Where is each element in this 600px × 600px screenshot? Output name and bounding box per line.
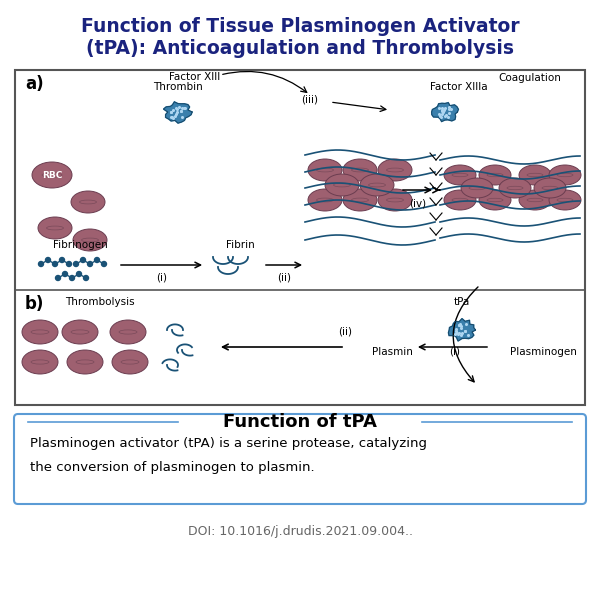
Text: Factor XIII: Factor XIII (169, 72, 221, 82)
Ellipse shape (22, 350, 58, 374)
Ellipse shape (112, 350, 148, 374)
Ellipse shape (549, 190, 581, 210)
Circle shape (53, 262, 58, 266)
Ellipse shape (308, 189, 342, 211)
Ellipse shape (444, 190, 476, 210)
Ellipse shape (67, 350, 103, 374)
Circle shape (77, 271, 82, 277)
Ellipse shape (325, 174, 359, 196)
Text: the conversion of plasminogen to plasmin.: the conversion of plasminogen to plasmin… (30, 461, 314, 473)
Text: (ii): (ii) (338, 327, 352, 337)
Text: (ii): (ii) (277, 273, 291, 283)
Text: Factor XIIIa: Factor XIIIa (430, 82, 488, 92)
Text: Fibrin: Fibrin (226, 240, 254, 250)
Circle shape (56, 275, 61, 280)
Circle shape (59, 257, 65, 263)
Text: a): a) (25, 75, 44, 93)
Circle shape (83, 275, 89, 280)
Polygon shape (431, 103, 458, 122)
Ellipse shape (71, 191, 105, 213)
Text: b): b) (25, 295, 44, 313)
Ellipse shape (110, 320, 146, 344)
Ellipse shape (479, 190, 511, 210)
Text: Plasminogen activator (tPA) is a serine protease, catalyzing: Plasminogen activator (tPA) is a serine … (30, 437, 427, 449)
Polygon shape (163, 102, 192, 123)
Text: Thrombolysis: Thrombolysis (65, 297, 135, 307)
Text: (iii): (iii) (302, 95, 319, 105)
Text: (i): (i) (449, 347, 461, 357)
Circle shape (74, 262, 79, 266)
Ellipse shape (549, 165, 581, 185)
Ellipse shape (479, 165, 511, 185)
Text: DOI: 10.1016/j.drudis.2021.09.004..: DOI: 10.1016/j.drudis.2021.09.004.. (187, 526, 413, 539)
Circle shape (70, 275, 74, 280)
Circle shape (95, 257, 100, 263)
Ellipse shape (22, 320, 58, 344)
Ellipse shape (360, 174, 394, 196)
Ellipse shape (461, 178, 493, 198)
Text: Function of Tissue Plasminogen Activator: Function of Tissue Plasminogen Activator (80, 16, 520, 35)
Circle shape (101, 262, 107, 266)
Circle shape (62, 271, 67, 277)
Ellipse shape (32, 162, 72, 188)
Text: (i): (i) (156, 273, 167, 283)
Ellipse shape (444, 165, 476, 185)
Text: Function of tPA: Function of tPA (223, 413, 377, 431)
Ellipse shape (378, 159, 412, 181)
Ellipse shape (534, 178, 566, 198)
Ellipse shape (73, 229, 107, 251)
Text: Plasminogen: Plasminogen (509, 347, 577, 357)
Circle shape (67, 262, 71, 266)
Ellipse shape (343, 159, 377, 181)
Text: Coagulation: Coagulation (499, 73, 562, 83)
Text: Plasmin: Plasmin (371, 347, 412, 357)
Ellipse shape (343, 189, 377, 211)
Ellipse shape (308, 159, 342, 181)
Ellipse shape (38, 217, 72, 239)
Circle shape (38, 262, 44, 266)
Text: tPa: tPa (454, 297, 470, 307)
Ellipse shape (519, 190, 551, 210)
Ellipse shape (519, 165, 551, 185)
Text: Thrombin: Thrombin (153, 82, 203, 92)
Ellipse shape (62, 320, 98, 344)
Polygon shape (448, 319, 475, 341)
Text: Fibrinogen: Fibrinogen (53, 240, 107, 250)
FancyBboxPatch shape (14, 414, 586, 504)
Text: (tPA): Anticoagulation and Thrombolysis: (tPA): Anticoagulation and Thrombolysis (86, 40, 514, 58)
Text: RBC: RBC (42, 170, 62, 179)
Circle shape (88, 262, 92, 266)
Ellipse shape (499, 178, 531, 198)
Ellipse shape (378, 189, 412, 211)
Circle shape (80, 257, 86, 263)
Circle shape (46, 257, 50, 263)
Text: (iv): (iv) (409, 198, 426, 208)
Bar (15, 70, 585, 405)
